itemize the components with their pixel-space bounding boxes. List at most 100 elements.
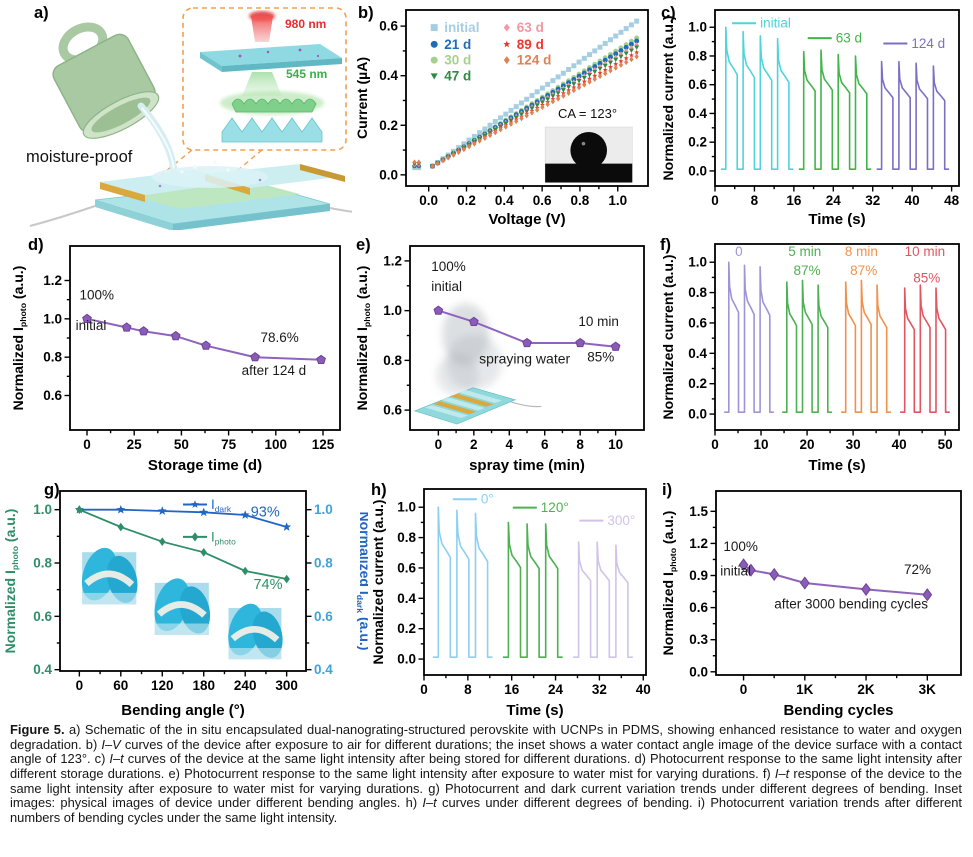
caption-segment: I–V	[101, 736, 121, 752]
inset-glove	[81, 547, 138, 605]
panel-c-chart-host: 0 8 16 24 32 40 48 0.0 0.2 0.4 0.6 0.8 1.0 Time (s) No…	[658, 0, 973, 230]
series	[82, 313, 326, 364]
panel-e-chart-host: 0 2 4 6 8 10 0.6 0.8 1.0 1.2 spray time (min) Norma…	[352, 232, 658, 476]
nir-beam-cone	[251, 16, 273, 42]
svg-text:0.0: 0.0	[379, 167, 398, 182]
legend-item: 47 d	[430, 69, 471, 84]
svg-text:40: 40	[892, 437, 907, 452]
svg-text:Idark: Idark	[211, 497, 232, 514]
svg-text:120°: 120°	[541, 500, 569, 515]
caption-segment: I–t	[774, 765, 790, 781]
svg-text:20: 20	[800, 437, 815, 452]
panel-h-chart-host: 0 8 16 24 32 40 0.0 0.2 0.4 0.6 0.8 1.0 Time (s) Norm…	[368, 477, 658, 721]
svg-text:89 d: 89 d	[517, 37, 544, 52]
svg-text:1.2: 1.2	[383, 253, 402, 268]
svg-text:0.4: 0.4	[397, 591, 416, 606]
ucnp-dot	[316, 54, 320, 58]
panel-b-chart: 0.0 0.2 0.4 0.6 0.8 1.0 0.0 0.2 0.4 0.6 Voltage (V…	[354, 9, 649, 228]
y-axis-label: Normalized current (a.u.)	[660, 16, 676, 181]
svg-text:2K: 2K	[857, 682, 875, 697]
svg-text:40: 40	[905, 193, 920, 208]
panel-d-letter: d)	[28, 236, 44, 254]
annotation: 87%	[850, 263, 877, 278]
panel-c-letter: c)	[661, 4, 676, 22]
svg-text:50: 50	[174, 437, 189, 452]
svg-text:0.0: 0.0	[689, 664, 708, 679]
legend-item: initial	[430, 20, 479, 35]
axes: 0 2 4 6 8 10 0.6 0.8 1.0 1.2	[383, 245, 645, 452]
inset-device_small	[413, 387, 542, 425]
svg-text:8: 8	[576, 437, 584, 452]
svg-text:3K: 3K	[919, 682, 937, 697]
caption-segment: a) Schematic of the in situ encapsulated…	[10, 722, 962, 752]
svg-text:30 d: 30 d	[444, 53, 471, 68]
svg-text:0: 0	[740, 682, 748, 697]
water-stream	[137, 102, 178, 176]
y-axis-label: Normalized Iphoto (a.u.)	[2, 509, 20, 654]
svg-text:0°: 0°	[481, 492, 494, 507]
annotation: 93%	[251, 504, 280, 520]
svg-text:0.2: 0.2	[688, 376, 707, 391]
cyan-grating	[221, 117, 323, 143]
y-axis-label: Normalized Iphoto (a.u.)	[660, 511, 678, 656]
inset-mist	[435, 303, 503, 396]
x-axis-label: Time (s)	[808, 211, 865, 228]
svg-text:0.8: 0.8	[33, 556, 52, 571]
svg-text:0.6: 0.6	[43, 388, 62, 403]
annotation: 72%	[904, 562, 931, 577]
panel-e: e) 0 2 4 6 8 10 0.6 0.8 1.0 1.2 spray time (min) No…	[352, 232, 658, 476]
series	[74, 504, 292, 584]
svg-text:0.2: 0.2	[457, 193, 476, 208]
caption-segment: curves under different degrees of bendin…	[10, 795, 962, 825]
inset-glove	[154, 578, 211, 635]
pulse-group-5 min	[782, 279, 832, 413]
panel-e-chart: 0 2 4 6 8 10 0.6 0.8 1.0 1.2 spray time (min) Norma…	[354, 245, 645, 474]
svg-text:2: 2	[470, 437, 478, 452]
svg-text:10: 10	[754, 437, 769, 452]
svg-text:6: 6	[541, 437, 549, 452]
svg-text:0.6: 0.6	[688, 77, 707, 92]
panel-c-chart: 0 8 16 24 32 40 48 0.0 0.2 0.4 0.6 0.8 1.0 Time (s) No…	[660, 9, 960, 228]
svg-text:initial: initial	[444, 20, 479, 35]
svg-text:0: 0	[711, 193, 719, 208]
svg-text:0: 0	[435, 437, 443, 452]
axes: 0 60 120 180 240 300 0.4 0.6 0.8 1.0 0.4 0.6 0.8 1.0	[33, 490, 333, 693]
svg-text:300°: 300°	[607, 513, 635, 528]
svg-text:1.0: 1.0	[33, 502, 52, 517]
panel-d-chart: 0 25 50 75 100 125 0.6 0.8 1.0 1.2 Storage time (d…	[10, 245, 341, 474]
legend-item: 21 d	[430, 37, 471, 52]
annotation: after 3000 bending cycles	[774, 597, 928, 612]
caption-segment: Figure 5.	[10, 722, 65, 737]
svg-text:0.0: 0.0	[419, 193, 438, 208]
svg-text:63 d: 63 d	[517, 20, 544, 35]
svg-text:initial: initial	[760, 16, 791, 31]
svg-text:0: 0	[420, 682, 428, 697]
annotation: 10 min	[578, 314, 619, 329]
svg-text:30: 30	[846, 437, 861, 452]
annotation: 100%	[723, 539, 758, 554]
svg-text:0.6: 0.6	[33, 609, 52, 624]
x-axis-label: Bending cycles	[783, 702, 893, 719]
vis-wavelength-label: 545 nm	[286, 67, 327, 81]
series	[738, 558, 933, 602]
axes: 0 25 50 75 100 125 0.6 0.8 1.0 1.2	[43, 245, 341, 452]
svg-text:63 d: 63 d	[836, 31, 862, 46]
svg-text:48: 48	[944, 193, 960, 208]
svg-text:1.0: 1.0	[314, 502, 333, 517]
panel-f: f) 0 10 20 30 40 50 0.0 0.2 0.4 0.6 0.8 1.0 Time (s)…	[658, 232, 973, 476]
panel-b: b) 0.0 0.2 0.4 0.6 0.8 1.0 0.0 0.2 0.4 0.6 Voltage…	[352, 0, 658, 230]
annotation: initial	[720, 564, 751, 579]
pulse-group-124 d	[876, 60, 950, 170]
inset-box	[182, 7, 347, 151]
svg-text:0.8: 0.8	[688, 285, 707, 300]
panel-h-chart: 0 8 16 24 32 40 0.0 0.2 0.4 0.6 0.8 1.0 Time (s) Norm…	[370, 488, 651, 719]
legend-item: 30 d	[430, 53, 471, 68]
annotation: 100%	[431, 259, 466, 274]
svg-text:0.6: 0.6	[688, 315, 707, 330]
svg-text:1.0: 1.0	[688, 255, 707, 270]
svg-text:75: 75	[221, 437, 237, 452]
device-stack	[29, 160, 352, 230]
annotation: 8 min	[845, 244, 878, 259]
svg-text:32: 32	[865, 193, 880, 208]
